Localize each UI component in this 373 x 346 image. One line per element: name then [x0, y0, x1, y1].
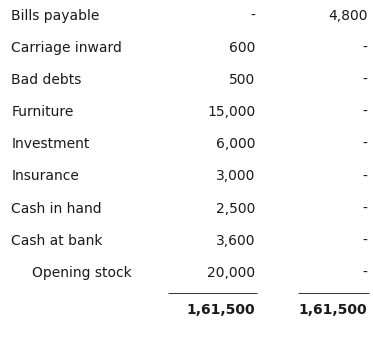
Text: Furniture: Furniture: [11, 105, 73, 119]
Text: Opening stock: Opening stock: [32, 266, 131, 280]
Text: Bills payable: Bills payable: [11, 9, 100, 22]
Text: -: -: [251, 9, 256, 22]
Text: Investment: Investment: [11, 137, 90, 151]
Text: -: -: [363, 41, 367, 55]
Text: -: -: [363, 105, 367, 119]
Text: 4,800: 4,800: [328, 9, 367, 22]
Text: 20,000: 20,000: [207, 266, 256, 280]
Text: Cash at bank: Cash at bank: [11, 234, 103, 248]
Text: 600: 600: [229, 41, 256, 55]
Text: 6,000: 6,000: [216, 137, 256, 151]
Text: -: -: [363, 234, 367, 248]
Text: 500: 500: [229, 73, 256, 87]
Text: 3,000: 3,000: [216, 170, 256, 183]
Text: Cash in hand: Cash in hand: [11, 202, 102, 216]
Text: Bad debts: Bad debts: [11, 73, 82, 87]
Text: Carriage inward: Carriage inward: [11, 41, 122, 55]
Text: 2,500: 2,500: [216, 202, 256, 216]
Text: -: -: [363, 73, 367, 87]
Text: 1,61,500: 1,61,500: [187, 303, 256, 317]
Text: Insurance: Insurance: [11, 170, 79, 183]
Text: 3,600: 3,600: [216, 234, 256, 248]
Text: 1,61,500: 1,61,500: [299, 303, 367, 317]
Text: -: -: [363, 137, 367, 151]
Text: -: -: [363, 202, 367, 216]
Text: -: -: [363, 170, 367, 183]
Text: -: -: [363, 266, 367, 280]
Text: 15,000: 15,000: [207, 105, 256, 119]
